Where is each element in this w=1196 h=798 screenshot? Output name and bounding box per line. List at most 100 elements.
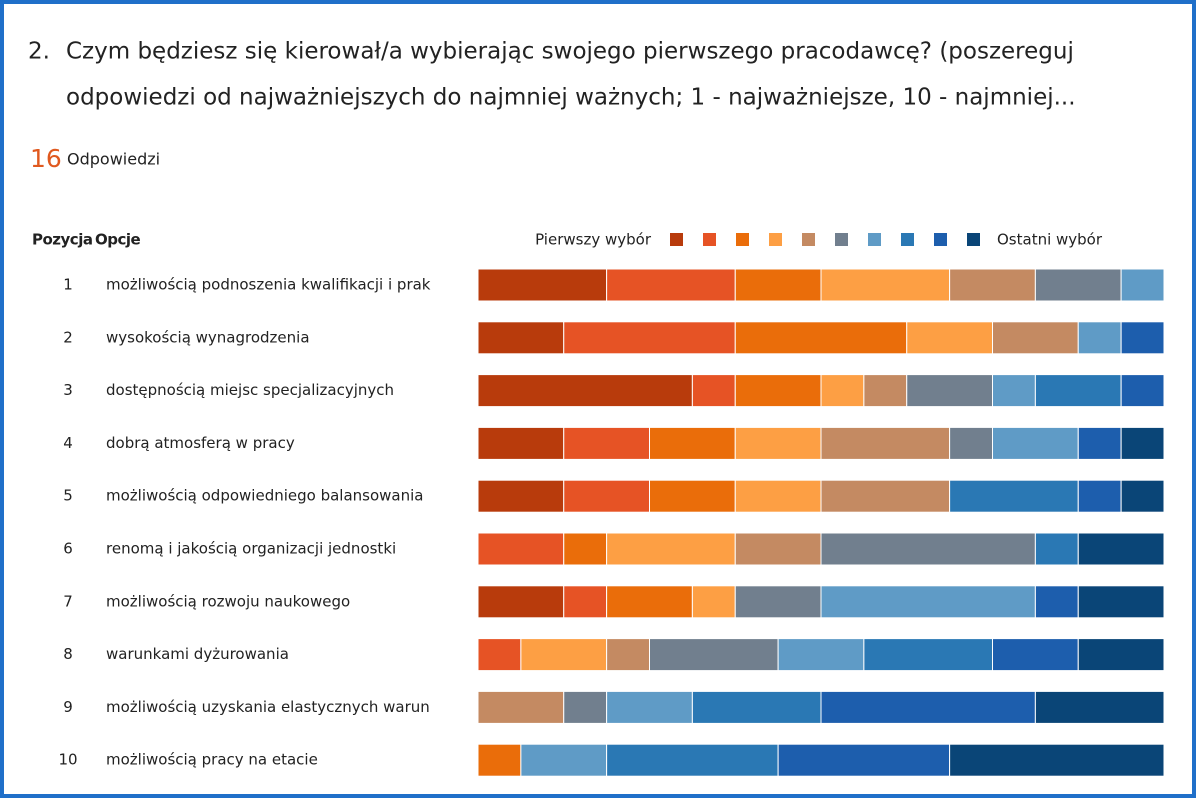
- bar-segment: [1077, 321, 1122, 355]
- bar-segment: [606, 743, 779, 777]
- option-label: możliwością rozwoju naukowego: [106, 592, 350, 610]
- bar-segment: [1077, 638, 1165, 672]
- bar-segment: [606, 690, 693, 724]
- bar-segment: [606, 268, 736, 302]
- position-label: 7: [63, 592, 73, 610]
- bar-segment: [820, 426, 951, 460]
- bar-segment: [734, 321, 908, 355]
- bar-segment: [777, 743, 951, 777]
- bar-segment: [477, 585, 565, 619]
- bar-segment: [734, 479, 822, 513]
- bar-segment: [949, 479, 1079, 513]
- bar-segment: [949, 426, 993, 460]
- bar-segment: [477, 321, 565, 355]
- position-header: Pozycja: [32, 231, 92, 249]
- bar-segment: [606, 585, 693, 619]
- bar-segment: [1120, 426, 1165, 460]
- bar-segment: [520, 743, 608, 777]
- bar-segment: [1034, 690, 1165, 724]
- response-count: 16: [30, 144, 62, 173]
- legend-swatch: [736, 233, 749, 246]
- position-label: 10: [58, 751, 77, 769]
- response-label: Odpowiedzi: [67, 150, 160, 169]
- bar-segment: [734, 585, 822, 619]
- bar-segment: [1120, 374, 1165, 408]
- option-label: dostępnością miejsc specjalizacyjnych: [106, 381, 394, 399]
- bar-segment: [992, 426, 1079, 460]
- question-number: 2.: [28, 39, 50, 65]
- bar-segment: [820, 479, 951, 513]
- bar-segment: [1034, 268, 1122, 302]
- bar-segment: [820, 690, 1036, 724]
- question-title: odpowiedzi od najważniejszych do najmnie…: [66, 85, 1076, 111]
- bar-segment: [1077, 532, 1165, 566]
- bar-segment: [992, 321, 1079, 355]
- position-label: 1: [63, 276, 73, 294]
- position-label: 6: [63, 540, 73, 558]
- bar-segment: [734, 426, 822, 460]
- bar-segment: [606, 532, 736, 566]
- bar-segment: [691, 585, 736, 619]
- bar-segment: [606, 638, 650, 672]
- bar-segment: [649, 426, 736, 460]
- bar-segment: [820, 532, 1036, 566]
- legend-swatch: [703, 233, 716, 246]
- option-label: możliwością podnoszenia kwalifikacji i p…: [106, 276, 431, 294]
- legend-swatch: [670, 233, 683, 246]
- option-label: możliwością uzyskania elastycznych warun: [106, 698, 430, 716]
- position-label: 3: [63, 381, 73, 399]
- bar-segment: [863, 638, 993, 672]
- bar-segment: [1034, 532, 1079, 566]
- bar-segment: [477, 426, 565, 460]
- bar-segment: [563, 532, 608, 566]
- bar-segment: [691, 690, 822, 724]
- bar-segment: [820, 374, 865, 408]
- bar-segment: [906, 321, 993, 355]
- option-label: wysokością wynagrodzenia: [106, 328, 310, 346]
- bar-segment: [1077, 426, 1122, 460]
- option-label: możliwością pracy na etacie: [106, 751, 318, 769]
- bar-segment: [820, 585, 1036, 619]
- bar-segment: [1120, 268, 1165, 302]
- legend-last: Ostatni wybór: [997, 231, 1103, 249]
- position-label: 9: [63, 698, 73, 716]
- option-label: dobrą atmosferą w pracy: [106, 434, 295, 452]
- legend-swatch: [934, 233, 947, 246]
- option-label: możliwością odpowiedniego balansowania: [106, 487, 423, 505]
- bar-segment: [1120, 479, 1165, 513]
- bar-segment: [477, 743, 522, 777]
- bar-segment: [1120, 321, 1165, 355]
- bar-segment: [563, 690, 608, 724]
- bar-segment: [1077, 585, 1165, 619]
- bar-segment: [520, 638, 608, 672]
- bar-segment: [734, 374, 822, 408]
- bar-segment: [777, 638, 865, 672]
- bar-segment: [949, 743, 1165, 777]
- legend-swatch: [769, 233, 782, 246]
- options-header: Opcje: [95, 231, 141, 249]
- bar-segment: [563, 585, 608, 619]
- bar-segment: [477, 268, 608, 302]
- position-label: 8: [63, 645, 73, 663]
- option-label: warunkami dyżurowania: [106, 645, 289, 663]
- option-label: renomą i jakością organizacji jednostki: [106, 540, 396, 558]
- bar-segment: [1077, 479, 1122, 513]
- position-label: 4: [63, 434, 73, 452]
- bar-segment: [477, 374, 693, 408]
- position-label: 5: [63, 487, 73, 505]
- bar-segment: [863, 374, 908, 408]
- legend-swatch: [835, 233, 848, 246]
- bar-segment: [1034, 374, 1122, 408]
- bar-segment: [649, 479, 736, 513]
- bar-segment: [477, 532, 565, 566]
- bar-segment: [563, 479, 650, 513]
- bar-segment: [992, 374, 1036, 408]
- bar-segment: [992, 638, 1079, 672]
- question-title: Czym będziesz się kierował/a wybierając …: [66, 39, 1074, 65]
- bar-segment: [563, 321, 736, 355]
- bar-segment: [477, 638, 522, 672]
- bar-segment: [734, 532, 822, 566]
- bar-segment: [1034, 585, 1079, 619]
